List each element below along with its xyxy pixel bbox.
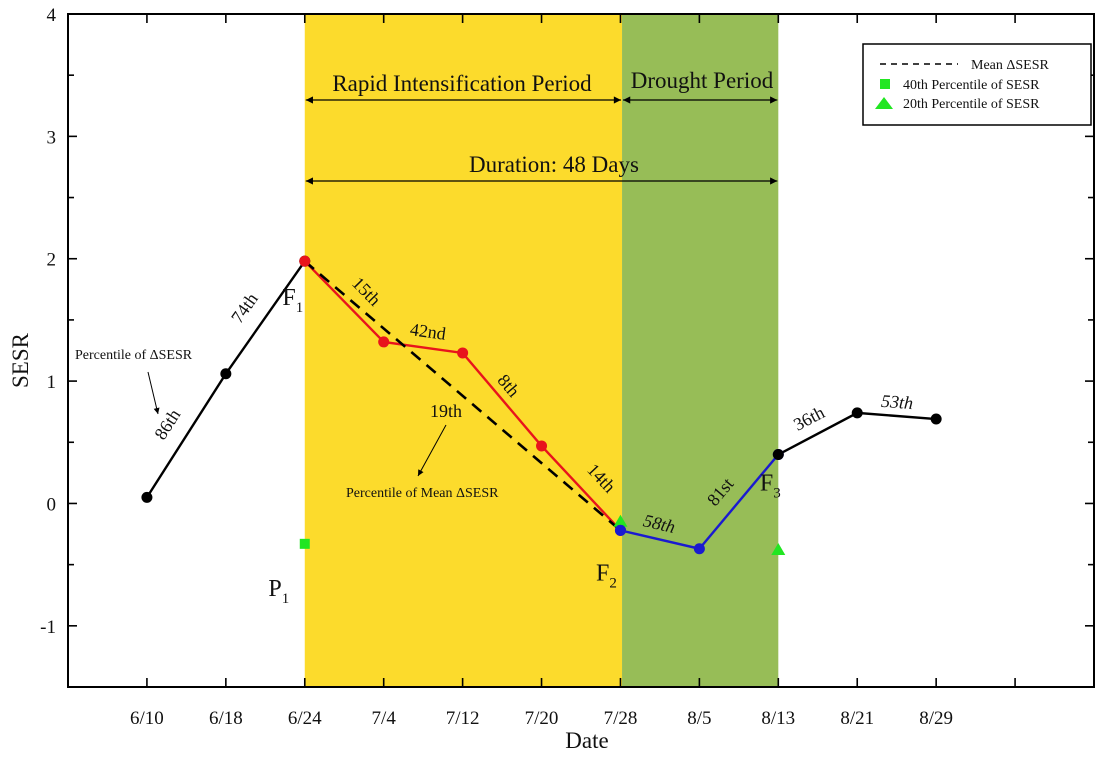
segment-label: 42nd — [409, 319, 447, 344]
legend-item-label: 20th Percentile of SESR — [903, 97, 1040, 112]
legend-item-label: 40th Percentile of SESR — [903, 78, 1040, 93]
point-label-f2: F2 — [596, 560, 617, 591]
legend-square-icon — [880, 79, 890, 89]
data-point — [378, 336, 390, 348]
plot-frame — [67, 13, 1095, 688]
point-label-main: F — [282, 285, 295, 311]
x-tick-label: 7/4 — [372, 708, 397, 729]
y-axis-title: SESR — [8, 332, 33, 388]
percentile-20-marker — [771, 542, 786, 555]
point-label-main: F — [596, 560, 609, 586]
series-line-0 — [145, 260, 306, 498]
x-tick-label: 6/24 — [288, 708, 322, 729]
segment-label: 74th — [227, 289, 262, 327]
y-tick-label: 3 — [47, 127, 57, 148]
legend-box — [862, 43, 1092, 126]
x-tick-label: 8/21 — [840, 708, 874, 729]
point-label-main: F — [760, 471, 773, 497]
band-drought — [622, 14, 779, 687]
point-label-f1: F1 — [282, 285, 303, 316]
point-label-sub: 1 — [296, 300, 304, 316]
data-point — [536, 440, 548, 452]
data-point — [930, 413, 942, 425]
data-point — [693, 543, 705, 555]
duration-label: Duration: 48 Days — [469, 152, 639, 177]
point-label-sub: 2 — [609, 575, 617, 591]
percentile-40-marker — [299, 538, 310, 549]
drought-period-label: Drought Period — [631, 68, 774, 93]
data-point — [299, 255, 311, 267]
data-point-f2 — [614, 524, 626, 536]
annotation-arrow-mean — [417, 424, 447, 477]
x-tick-label: 8/29 — [919, 708, 953, 729]
segment-label: 53th — [880, 391, 913, 413]
x-tick-label: 6/10 — [130, 708, 164, 729]
x-tick-label: 8/5 — [687, 708, 711, 729]
percentile-20-marker — [613, 514, 628, 527]
legend-triangle-icon — [875, 97, 893, 109]
y-tick-label: 0 — [47, 494, 57, 515]
x-tick-label: 7/20 — [525, 708, 559, 729]
y-tick-label: 2 — [47, 250, 57, 271]
point-label-sub: 3 — [773, 486, 781, 502]
point-label-f3: F3 — [760, 471, 781, 502]
data-point — [220, 368, 232, 380]
data-point — [141, 491, 153, 503]
point-label-main: P — [268, 576, 281, 602]
mean-delta-sesr-line — [303, 260, 622, 532]
y-tick-label: 4 — [47, 5, 57, 26]
x-tick-label: 6/18 — [209, 708, 243, 729]
annotation-percentile-mean-delta: Percentile of Mean ΔSESR — [346, 486, 499, 501]
data-point — [851, 407, 863, 419]
x-tick-label: 8/13 — [761, 708, 795, 729]
rapid-intensification-label: Rapid Intensification Period — [332, 71, 592, 96]
segment-label: 36th — [790, 402, 828, 435]
x-tick-label: 7/28 — [604, 708, 638, 729]
point-label-sub: 1 — [282, 591, 290, 607]
y-tick-label: 1 — [47, 372, 57, 393]
x-axis-title: Date — [565, 728, 608, 753]
segment-label: 86th — [150, 405, 184, 443]
point-label-p1: P1 — [268, 576, 289, 607]
data-point — [772, 449, 784, 461]
data-point — [457, 347, 469, 359]
annotation-19th: 19th — [430, 401, 462, 421]
annotation-percentile-delta: Percentile of ΔSESR — [75, 348, 193, 363]
x-tick-label: 7/12 — [446, 708, 480, 729]
annotation-arrow-delta — [147, 371, 160, 415]
legend-item-label: Mean ΔSESR — [971, 58, 1050, 73]
y-tick-label: -1 — [40, 617, 56, 638]
